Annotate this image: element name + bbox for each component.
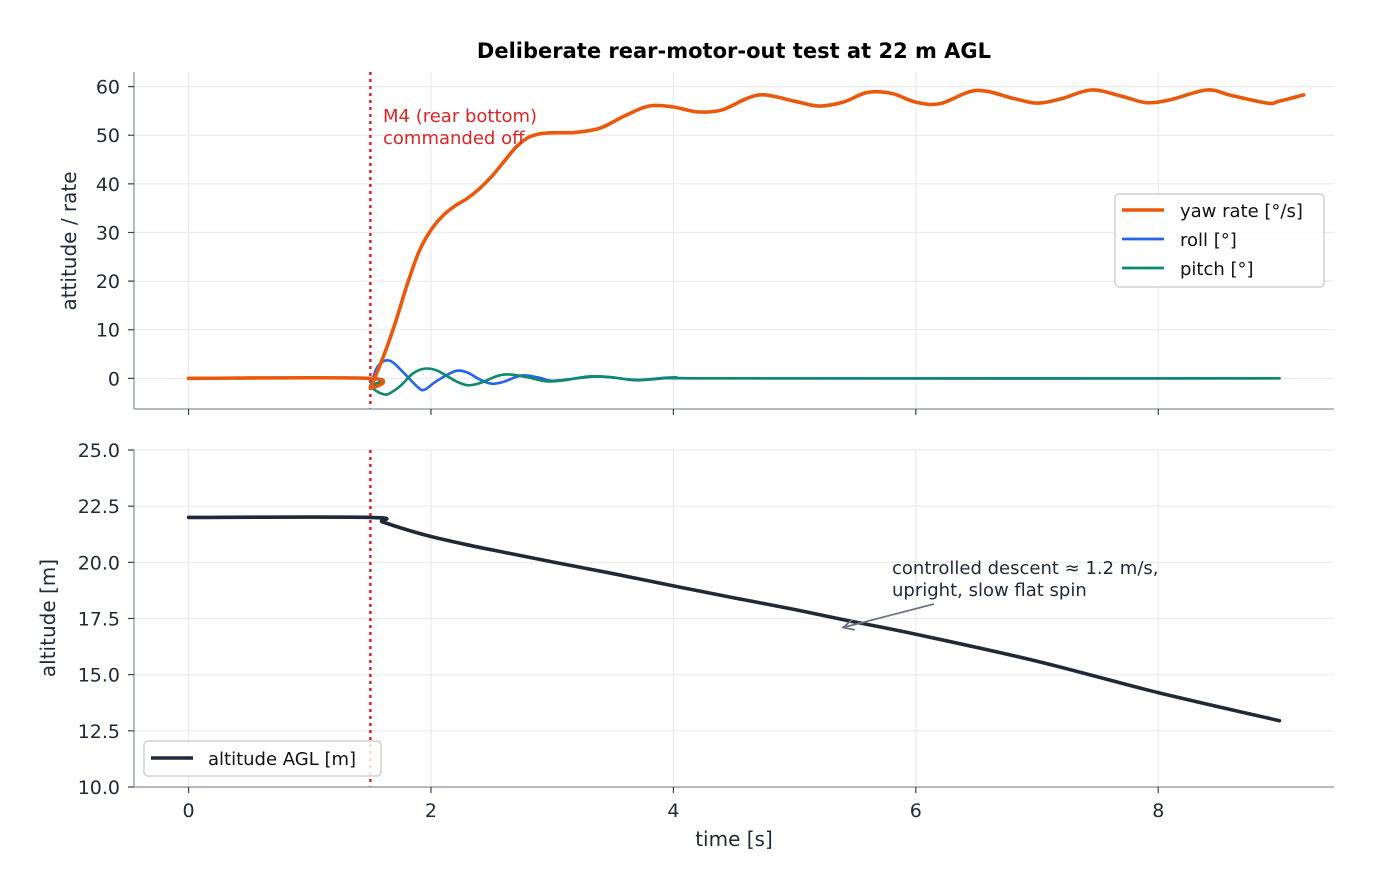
y-tick-label: 30 xyxy=(96,222,120,244)
y-tick-label: 20 xyxy=(96,271,120,293)
axes xyxy=(128,72,1334,415)
x-tick-label: 2 xyxy=(425,800,437,822)
x-axis-label: time [s] xyxy=(695,827,773,851)
y-tick-label: 50 xyxy=(96,125,120,147)
y-tick-label: 60 xyxy=(96,77,120,99)
chart-title: Deliberate rear-motor-out test at 22 m A… xyxy=(477,39,991,63)
legend-box xyxy=(143,740,382,777)
y-axis-label: attitude / rate xyxy=(57,171,81,310)
arrow-head xyxy=(841,619,856,631)
legend-label: pitch [°] xyxy=(1180,259,1254,280)
axes xyxy=(128,449,1334,793)
legend-label: roll [°] xyxy=(1180,230,1237,251)
y-tick-label: 10.0 xyxy=(78,777,120,799)
x-tick-label: 0 xyxy=(182,800,194,822)
legend: altitude AGL [m] xyxy=(143,740,382,777)
y-tick-label: 22.5 xyxy=(78,496,120,518)
y-tick-label: 0 xyxy=(108,368,120,390)
legend-label: altitude AGL [m] xyxy=(208,749,356,770)
legend: yaw rate [°/s] roll [°] pitch [°] xyxy=(1114,193,1325,288)
x-tick-label: 8 xyxy=(1152,800,1164,822)
event-label-line2: commanded off xyxy=(383,128,525,149)
attitude-panel: 0 10 20 30 40 50 60 attitude / rate M4 (rear b… xyxy=(57,72,1334,415)
x-tick-label: 4 xyxy=(667,800,679,822)
series-line-roll xyxy=(187,358,1281,392)
annotation-line1: controlled descent ≈ 1.2 m/s, xyxy=(892,558,1159,579)
y-axis-label: altitude [m] xyxy=(36,559,60,677)
grid xyxy=(134,449,1334,788)
annotation-arrow xyxy=(841,603,935,631)
y-tick-label: 25.0 xyxy=(78,440,120,462)
y-tick-label: 17.5 xyxy=(78,609,120,631)
series-lines xyxy=(186,515,1282,723)
y-tick-label: 10 xyxy=(96,320,120,342)
tick-labels: 10.0 12.5 15.0 17.5 20.0 22.5 25.0 0 2 4 6 8 xyxy=(78,440,1165,822)
event-label-line1: M4 (rear bottom) xyxy=(383,106,537,127)
x-tick-label: 6 xyxy=(910,800,922,822)
tick-labels: 0 10 20 30 40 50 60 xyxy=(96,77,120,391)
annotation-line2: upright, slow flat spin xyxy=(892,580,1087,601)
y-tick-label: 15.0 xyxy=(78,665,120,687)
y-tick-label: 20.0 xyxy=(78,552,120,574)
legend-box xyxy=(1114,193,1325,288)
series-line-pitch xyxy=(187,367,1281,396)
altitude-panel: 10.0 12.5 15.0 17.5 20.0 22.5 25.0 0 2 4 6 8 altitu… xyxy=(36,440,1334,851)
legend-label: yaw rate [°/s] xyxy=(1180,201,1303,222)
arrow-shaft xyxy=(842,603,935,629)
series-line-yaw-rate xyxy=(186,88,1306,390)
y-tick-label: 40 xyxy=(96,174,120,196)
series-lines xyxy=(186,88,1306,396)
y-tick-label: 12.5 xyxy=(78,721,120,743)
series-line-altitude xyxy=(186,515,1282,723)
